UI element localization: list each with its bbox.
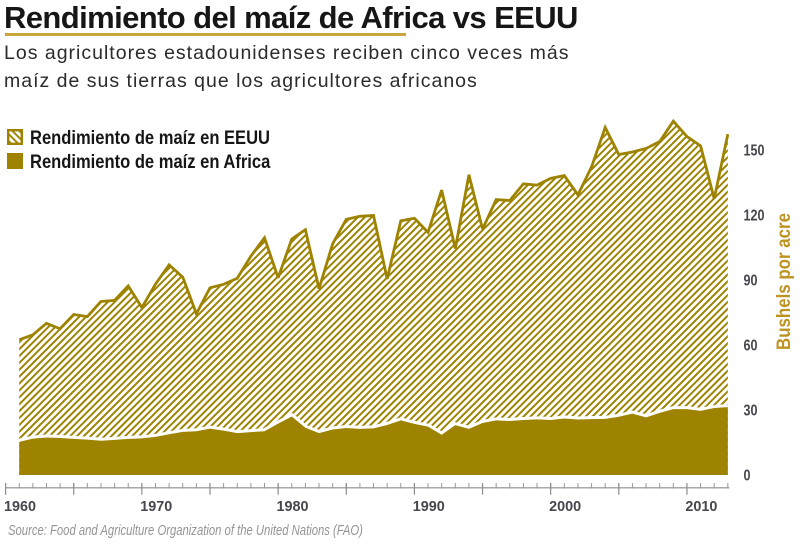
svg-text:2000: 2000 (549, 498, 581, 515)
svg-text:1960: 1960 (4, 498, 36, 515)
svg-text:Bushels por acre: Bushels por acre (774, 213, 795, 350)
svg-text:1970: 1970 (140, 498, 172, 515)
svg-text:1980: 1980 (277, 498, 309, 515)
svg-text:90: 90 (744, 273, 758, 290)
svg-text:60: 60 (744, 338, 758, 355)
svg-text:120: 120 (744, 208, 765, 225)
svg-text:0: 0 (744, 468, 751, 485)
svg-text:1990: 1990 (413, 498, 445, 515)
svg-text:30: 30 (744, 403, 758, 420)
svg-text:2010: 2010 (685, 498, 717, 515)
svg-text:150: 150 (744, 143, 765, 160)
